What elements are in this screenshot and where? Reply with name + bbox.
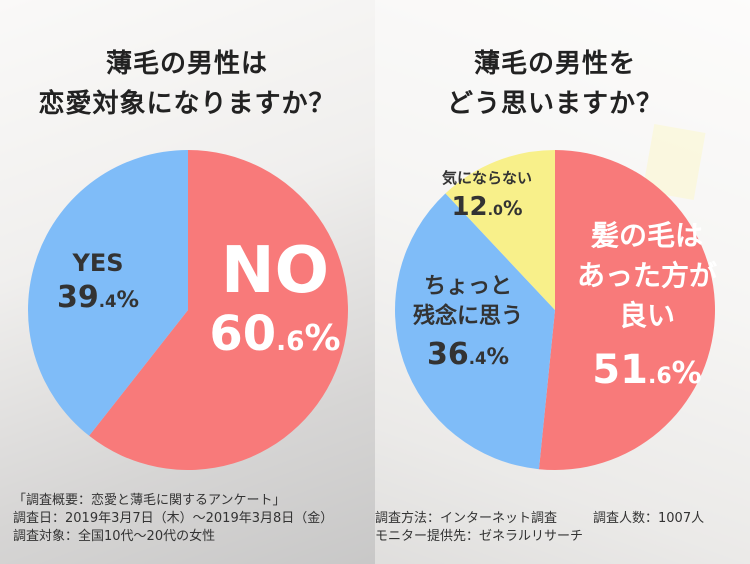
chart2-label-keep-hair: 髪の毛は あった方が 良い 51.6% bbox=[562, 216, 732, 405]
chart2-label-disappointed-value: 36.4% bbox=[426, 337, 510, 372]
chart2-label-disappointed: ちょっと 残念に思う 36.4% bbox=[398, 272, 538, 382]
chart2-slice-2 bbox=[395, 193, 555, 470]
chart2-label-keep-hair-value: 51.6% bbox=[592, 347, 702, 393]
survey-footer: 「調査概要：恋愛と薄毛に関するアンケート」 調査日：2019年3月7日（木）〜2… bbox=[13, 492, 743, 546]
chart2-label-dont-mind-value: 12.0% bbox=[451, 192, 523, 222]
survey-count: 調査人数：1007人 bbox=[593, 511, 705, 526]
chart1-slice-2 bbox=[27, 150, 188, 436]
survey-method: 調査方法：インターネット調査 bbox=[375, 511, 558, 526]
chart1-label-no-name: NO bbox=[221, 234, 329, 308]
chart2-label-dont-mind: 気にならない 12.0% bbox=[422, 166, 552, 228]
chart2-title-line1: 薄毛の男性を bbox=[473, 49, 636, 79]
chart2-title: 薄毛の男性を どう思いますか？ bbox=[390, 44, 720, 124]
chart1-label-yes-value: 39.4% bbox=[56, 280, 140, 315]
survey-date: 調査日：2019年3月7日（木）〜2019年3月8日（金） bbox=[13, 511, 334, 526]
survey-provider: モニター提供先：ゼネラルリサーチ bbox=[375, 529, 584, 544]
chart1-label-no: NO 60.6% bbox=[200, 236, 350, 370]
chart1-slice-1 bbox=[89, 150, 349, 470]
chart2-slice-3 bbox=[445, 150, 555, 310]
chart1-title: 薄毛の男性は 恋愛対象になりますか？ bbox=[22, 44, 352, 124]
survey-target: 調査対象：全国10代〜20代の女性 bbox=[13, 529, 216, 544]
chart1-title-line2: 恋愛対象になりますか？ bbox=[38, 89, 336, 119]
chart2-title-line2: どう思いますか？ bbox=[446, 89, 663, 119]
chart2-slice-1 bbox=[538, 150, 716, 470]
chart1-label-yes: YES 39.4% bbox=[38, 246, 158, 320]
chart1-label-no-value: 60.6% bbox=[209, 306, 341, 362]
chart1-label-yes-name: YES bbox=[72, 249, 124, 277]
survey-title: 「調査概要：恋愛と薄毛に関するアンケート」 bbox=[13, 493, 286, 508]
chart1-title-line1: 薄毛の男性は bbox=[105, 49, 268, 79]
